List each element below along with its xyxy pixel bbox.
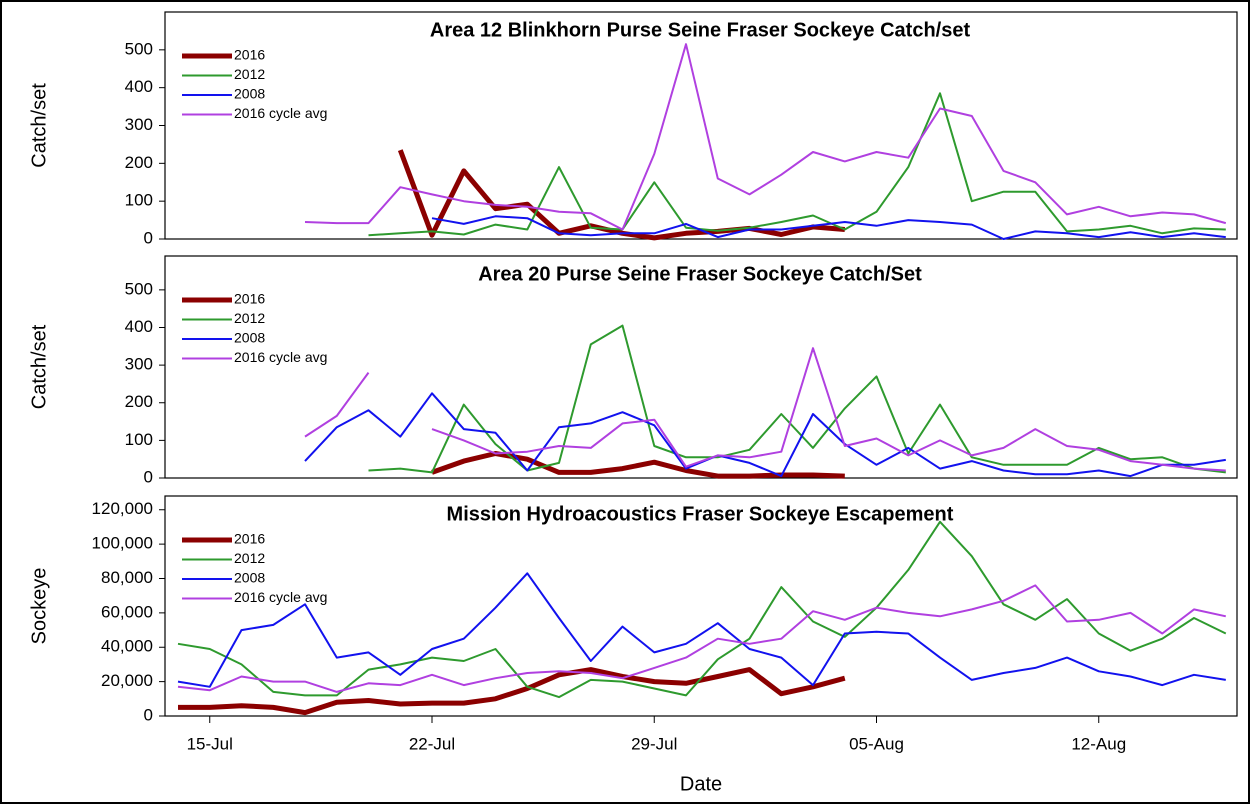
legend-label: 2012 — [234, 66, 265, 82]
y-tick-label: 100,000 — [92, 534, 153, 553]
series-line — [304, 347, 1226, 472]
series-line — [431, 451, 845, 479]
y-tick-label: 500 — [125, 279, 153, 298]
y-tick-label: 40,000 — [101, 637, 153, 656]
y-tick-label: 20,000 — [101, 671, 153, 690]
legend-label: 2016 — [234, 531, 265, 547]
y-tick-label: 200 — [125, 392, 153, 411]
series-line — [177, 584, 1227, 693]
series-line — [368, 92, 1226, 237]
y-axis-label: Sockeye — [28, 568, 50, 645]
x-tick-label: 15-Jul — [187, 734, 233, 753]
chart-title: Mission Hydroacoustics Fraser Sockeye Es… — [447, 503, 954, 525]
y-tick-label: 400 — [125, 77, 153, 96]
y-tick-label: 0 — [144, 705, 153, 724]
y-tick-label: 300 — [125, 115, 153, 134]
y-tick-label: 500 — [125, 39, 153, 58]
y-tick-label: 0 — [144, 228, 153, 247]
y-tick-label: 80,000 — [101, 568, 153, 587]
plot-area — [164, 255, 1238, 479]
series-line — [177, 572, 1226, 688]
x-tick-label: 12-Aug — [1071, 734, 1126, 753]
y-tick-label: 200 — [125, 153, 153, 172]
series-line — [368, 324, 1226, 474]
legend-label: 2016 cycle avg — [234, 105, 327, 121]
y-axis-label: Catch/set — [28, 83, 50, 168]
y-tick-label: 120,000 — [92, 499, 153, 518]
y-tick-label: 0 — [144, 467, 153, 486]
series-line — [304, 392, 1226, 478]
y-tick-label: 300 — [125, 355, 153, 374]
x-tick-label: 29-Jul — [631, 734, 677, 753]
legend-label: 2016 — [234, 291, 265, 307]
y-axis-label: Catch/set — [28, 324, 50, 409]
y-tick-label: 60,000 — [101, 602, 153, 621]
legend-label: 2016 cycle avg — [234, 349, 327, 365]
legend-label: 2016 cycle avg — [234, 589, 327, 605]
chart-title: Area 20 Purse Seine Fraser Sockeye Catch… — [478, 263, 922, 285]
x-tick-label: 22-Jul — [409, 734, 455, 753]
chart-title: Area 12 Blinkhorn Purse Seine Fraser Soc… — [430, 19, 971, 41]
legend-label: 2008 — [234, 570, 265, 586]
series-line — [178, 667, 846, 716]
plot-area — [164, 495, 1238, 717]
y-tick-label: 100 — [125, 430, 153, 449]
series-line — [177, 520, 1227, 699]
legend-label: 2008 — [234, 86, 265, 102]
x-axis-label: Date — [680, 773, 722, 795]
x-tick-label: 05-Aug — [849, 734, 904, 753]
y-tick-label: 400 — [125, 317, 153, 336]
series-line — [431, 215, 1226, 240]
legend-label: 2012 — [234, 550, 265, 566]
legend-label: 2008 — [234, 330, 265, 346]
legend-label: 2016 — [234, 47, 265, 63]
y-tick-label: 100 — [125, 191, 153, 210]
series-line — [304, 43, 1227, 231]
legend-label: 2012 — [234, 310, 265, 326]
